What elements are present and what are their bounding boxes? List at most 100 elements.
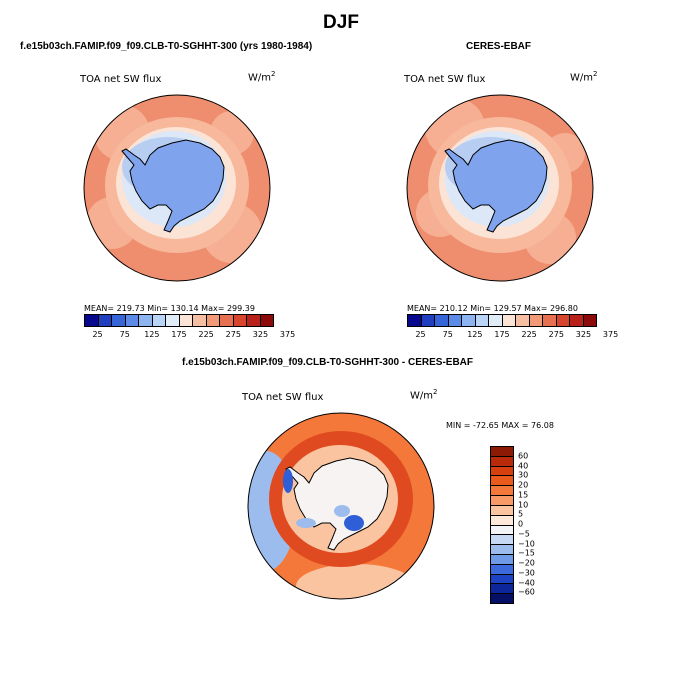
colorbar-swatch bbox=[247, 315, 261, 326]
colorbar-swatch bbox=[179, 315, 193, 326]
antarctica-coastline bbox=[444, 139, 548, 233]
panel-2-units: W/m2 bbox=[570, 70, 598, 84]
panel-3-units: W/m2 bbox=[410, 388, 438, 402]
colorbar-swatch bbox=[491, 496, 513, 506]
colorbar-swatch bbox=[98, 315, 112, 326]
colorbar-swatch bbox=[516, 315, 530, 326]
antarctica-coastline bbox=[121, 139, 225, 233]
colorbar-swatch bbox=[491, 515, 513, 526]
panel-2-stats: MEAN= 210.12 Min= 129.57 Max= 296.80 bbox=[407, 304, 578, 313]
colorbar-swatch bbox=[491, 486, 513, 497]
map-border bbox=[406, 94, 594, 282]
map-border bbox=[247, 412, 435, 600]
colorbar-swatch bbox=[233, 315, 247, 326]
colorbar-tick-label: 0 bbox=[518, 519, 524, 529]
colorbar-swatch bbox=[491, 594, 513, 603]
colorbar-tick-label: 25 bbox=[415, 330, 426, 339]
colorbar-tick-label: −40 bbox=[518, 578, 535, 587]
panel-1-colorbar bbox=[84, 314, 274, 327]
colorbar-swatch bbox=[491, 574, 513, 585]
colorbar-tick-label: 15 bbox=[518, 490, 529, 500]
colorbar-swatch bbox=[502, 315, 516, 326]
colorbar-swatch bbox=[529, 315, 543, 326]
colorbar-tick-label: 375 bbox=[279, 330, 296, 339]
colorbar-swatch bbox=[491, 466, 513, 477]
colorbar-tick-label: 225 bbox=[198, 330, 214, 339]
colorbar-swatch bbox=[421, 315, 435, 326]
colorbar-tick-label: 325 bbox=[252, 330, 269, 339]
panel-3-colorbar-ticks: 60 40 30 20 15 10 5 0 −5 −10 −15 −20 −30 −40 −60 bbox=[518, 446, 558, 602]
main-title: DJF bbox=[323, 12, 359, 33]
colorbar-swatch bbox=[491, 476, 513, 487]
colorbar-swatch bbox=[112, 315, 126, 326]
panel-3-header: f.e15b03ch.FAMIP.f09_f09.CLB-T0-SGHHT-30… bbox=[182, 357, 474, 368]
colorbar-tick-label: 275 bbox=[548, 330, 564, 339]
panel-2-header: CERES-EBAF bbox=[466, 41, 532, 52]
colorbar-tick-label: −30 bbox=[518, 568, 535, 578]
colorbar-swatch bbox=[462, 315, 476, 326]
colorbar-tick-label: −5 bbox=[518, 529, 530, 539]
panel-3-minmax: MIN = -72.65 MAX = 76.08 bbox=[446, 421, 554, 430]
colorbar-swatch bbox=[260, 315, 273, 326]
colorbar-swatch bbox=[556, 315, 570, 326]
colorbar-swatch bbox=[491, 584, 513, 595]
panel-2-plot-label: TOA net SW flux bbox=[404, 74, 486, 85]
colorbar-swatch bbox=[489, 315, 503, 326]
colorbar-swatch bbox=[220, 315, 234, 326]
colorbar-swatch bbox=[570, 315, 584, 326]
colorbar-swatch bbox=[491, 456, 513, 467]
panel-1-units: W/m2 bbox=[248, 70, 276, 84]
colorbar-tick-label: 175 bbox=[494, 330, 510, 339]
panel-2-colorbar bbox=[407, 314, 597, 327]
colorbar-swatch bbox=[139, 315, 153, 326]
colorbar-tick-label: 75 bbox=[442, 330, 453, 339]
colorbar-swatch bbox=[491, 447, 513, 457]
colorbar-swatch bbox=[491, 564, 513, 575]
colorbar-swatch bbox=[85, 315, 99, 326]
colorbar-swatch bbox=[543, 315, 557, 326]
negative-anomaly bbox=[283, 469, 293, 493]
panel-1-polar-map bbox=[83, 94, 271, 282]
colorbar-tick-label: 325 bbox=[575, 330, 592, 339]
colorbar-swatch bbox=[125, 315, 139, 326]
panel-1-header: f.e15b03ch.FAMIP.f09_f09.CLB-T0-SGHHT-30… bbox=[20, 41, 313, 52]
colorbar-swatch bbox=[491, 554, 513, 565]
colorbar-tick-label: 20 bbox=[518, 480, 529, 490]
panel-3-difference-map bbox=[247, 412, 435, 600]
map-border bbox=[83, 94, 271, 282]
colorbar-tick-label: 30 bbox=[518, 470, 529, 480]
colorbar-swatch bbox=[475, 315, 489, 326]
colorbar-swatch bbox=[491, 545, 513, 555]
colorbar-swatch bbox=[152, 315, 166, 326]
colorbar-tick-label: 75 bbox=[119, 330, 130, 339]
colorbar-swatch bbox=[435, 315, 449, 326]
map-field bbox=[407, 95, 593, 281]
colorbar-tick-label: −20 bbox=[518, 558, 535, 568]
colorbar-tick-label: 40 bbox=[518, 461, 529, 470]
colorbar-tick-label: −15 bbox=[518, 548, 535, 558]
colorbar-swatch bbox=[491, 525, 513, 536]
colorbar-tick-label: 60 bbox=[518, 451, 529, 461]
colorbar-tick-label: −60 bbox=[518, 587, 535, 597]
colorbar-tick-label: 125 bbox=[467, 330, 483, 339]
colorbar-tick-label: 125 bbox=[144, 330, 160, 339]
colorbar-swatch bbox=[193, 315, 207, 326]
colorbar-tick-label: 10 bbox=[518, 500, 529, 509]
colorbar-swatch bbox=[491, 505, 513, 516]
weak-positive-region bbox=[296, 564, 416, 599]
panel-2-polar-map bbox=[406, 94, 594, 282]
panel-1-plot-label: TOA net SW flux bbox=[80, 74, 162, 85]
colorbar-tick-label: 375 bbox=[602, 330, 619, 339]
colorbar-swatch bbox=[448, 315, 462, 326]
colorbar-tick-label: 25 bbox=[92, 330, 103, 339]
colorbar-swatch bbox=[206, 315, 220, 326]
colorbar-tick-label: 5 bbox=[518, 509, 524, 519]
panel-3-plot-label: TOA net SW flux bbox=[242, 392, 324, 403]
colorbar-swatch bbox=[491, 535, 513, 546]
negative-anomaly bbox=[296, 518, 316, 528]
colorbar-tick-label: 225 bbox=[521, 330, 537, 339]
colorbar-swatch bbox=[408, 315, 422, 326]
colorbar-swatch bbox=[583, 315, 596, 326]
colorbar-tick-label: 175 bbox=[171, 330, 187, 339]
negative-anomaly bbox=[334, 505, 350, 517]
